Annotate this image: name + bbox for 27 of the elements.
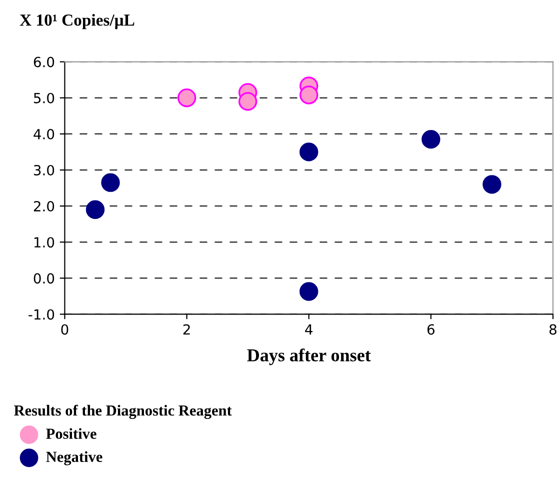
y-tick-label: 1.0	[34, 237, 54, 248]
point	[101, 173, 120, 192]
x-tick-label: 4	[305, 324, 312, 334]
legend-label: Positive	[46, 428, 96, 439]
y-tick-label: 0.0	[34, 273, 54, 284]
point	[422, 130, 440, 149]
point	[300, 86, 318, 104]
y-tick-label: 4.0	[34, 128, 54, 140]
point	[238, 92, 258, 111]
point	[177, 88, 196, 108]
y-tick-label: 5.0	[34, 92, 54, 104]
y-axis-title: X 10¹ Copies/μL	[20, 14, 134, 30]
point	[300, 282, 318, 301]
x-axis-title: Days after onset	[247, 348, 371, 366]
y-tick-label: 3.0	[34, 164, 54, 176]
point	[300, 142, 318, 162]
y-tick-label: 2.0	[34, 201, 54, 212]
x-tick-label: 6	[427, 324, 434, 335]
legend-label: Negative	[46, 451, 102, 466]
x-tick-label: 2	[183, 324, 190, 334]
x-tick-label: 0	[61, 324, 68, 335]
y-tick-label: -1.0	[28, 309, 54, 320]
x-tick-label: 8	[550, 324, 556, 335]
y-tick-label: 6.0	[34, 56, 54, 68]
legend-title: Results of the Diagnostic Reagent	[14, 404, 232, 419]
point	[86, 200, 105, 219]
point	[482, 175, 502, 194]
